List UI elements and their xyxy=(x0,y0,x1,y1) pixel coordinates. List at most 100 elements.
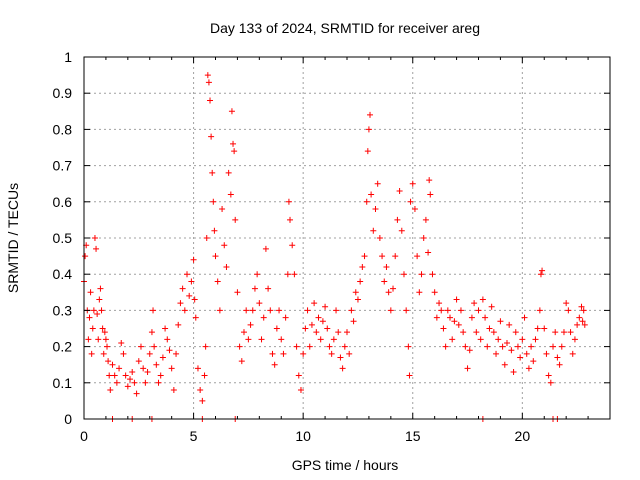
y-axis-title: SRMTID / TECUs xyxy=(5,183,21,293)
data-point xyxy=(157,372,164,379)
data-point xyxy=(317,336,324,343)
data-point xyxy=(190,256,197,263)
data-point xyxy=(392,253,399,260)
data-point xyxy=(569,350,576,357)
data-point xyxy=(137,343,144,350)
data-point xyxy=(192,314,199,321)
data-point xyxy=(87,289,94,296)
data-point xyxy=(99,325,106,332)
x-tick-label: 20 xyxy=(515,428,531,444)
data-point xyxy=(194,365,201,372)
tick-labels: 00.10.20.30.40.50.60.70.80.910 5 10 15 20 xyxy=(53,49,531,444)
data-point xyxy=(405,343,412,350)
data-point xyxy=(567,329,574,336)
data-point xyxy=(506,321,513,328)
data-point xyxy=(148,329,155,336)
data-point xyxy=(532,336,539,343)
data-point xyxy=(387,307,394,314)
data-point xyxy=(447,314,454,321)
data-point xyxy=(216,307,223,314)
data-point xyxy=(210,198,217,205)
data-point xyxy=(151,343,158,350)
data-point xyxy=(208,133,215,140)
data-point xyxy=(363,198,370,205)
data-point xyxy=(306,343,313,350)
y-tick-label: 0.6 xyxy=(53,194,73,210)
data-point xyxy=(493,350,500,357)
plot-frame xyxy=(83,56,611,420)
data-point xyxy=(326,343,333,350)
data-point xyxy=(322,303,329,310)
data-point xyxy=(477,336,484,343)
data-point xyxy=(146,350,153,357)
data-point xyxy=(197,387,204,394)
data-point xyxy=(400,271,407,278)
data-point xyxy=(436,300,443,307)
data-point xyxy=(534,325,541,332)
data-point xyxy=(100,350,107,357)
data-point xyxy=(427,191,434,198)
data-point xyxy=(184,271,191,278)
data-point xyxy=(453,296,460,303)
data-point xyxy=(238,358,245,365)
data-point xyxy=(93,245,100,252)
data-point xyxy=(376,235,383,241)
data-point xyxy=(120,350,127,357)
data-point xyxy=(490,329,497,336)
data-point xyxy=(155,379,162,386)
data-point xyxy=(111,372,118,379)
data-point xyxy=(390,285,397,292)
data-point xyxy=(97,285,104,292)
data-point xyxy=(118,339,125,346)
data-point xyxy=(207,97,214,104)
y-tick-label: 0.3 xyxy=(53,302,73,318)
data-point xyxy=(280,350,287,357)
data-point xyxy=(422,216,429,223)
data-point xyxy=(245,336,252,343)
data-point xyxy=(440,325,447,332)
data-point xyxy=(289,242,296,249)
data-point xyxy=(265,285,272,292)
data-point xyxy=(479,296,486,303)
data-point xyxy=(517,354,524,361)
data-point xyxy=(514,343,521,350)
data-point xyxy=(293,343,300,350)
data-point xyxy=(460,329,467,336)
data-point xyxy=(418,271,425,278)
y-tick-label: 1 xyxy=(64,49,72,65)
data-point xyxy=(462,343,469,350)
data-point xyxy=(227,191,234,198)
data-point xyxy=(269,350,276,357)
data-point xyxy=(536,307,543,314)
data-point xyxy=(86,314,93,321)
data-point xyxy=(416,289,423,296)
data-point xyxy=(350,318,357,325)
data-point xyxy=(359,263,366,270)
data-point xyxy=(335,329,342,336)
y-tick-label: 0.9 xyxy=(53,85,73,101)
data-point xyxy=(394,216,401,223)
data-point xyxy=(204,72,211,79)
y-tick-label: 0.2 xyxy=(53,339,73,355)
data-point xyxy=(471,300,478,307)
data-point xyxy=(370,227,377,234)
data-point xyxy=(284,271,291,278)
data-point xyxy=(579,318,586,325)
data-point xyxy=(267,307,274,314)
data-point xyxy=(98,307,105,314)
data-point xyxy=(234,289,241,296)
data-point xyxy=(576,314,583,321)
data-point xyxy=(339,365,346,372)
data-point xyxy=(541,325,548,332)
data-point xyxy=(451,318,458,325)
data-point xyxy=(319,318,326,325)
x-tick-label: 0 xyxy=(80,428,88,444)
data-point xyxy=(278,336,285,343)
data-point xyxy=(426,177,433,184)
data-point xyxy=(251,285,258,292)
data-point xyxy=(225,169,232,176)
grid-layer xyxy=(84,57,610,419)
data-point xyxy=(519,336,526,343)
data-point xyxy=(409,180,416,187)
